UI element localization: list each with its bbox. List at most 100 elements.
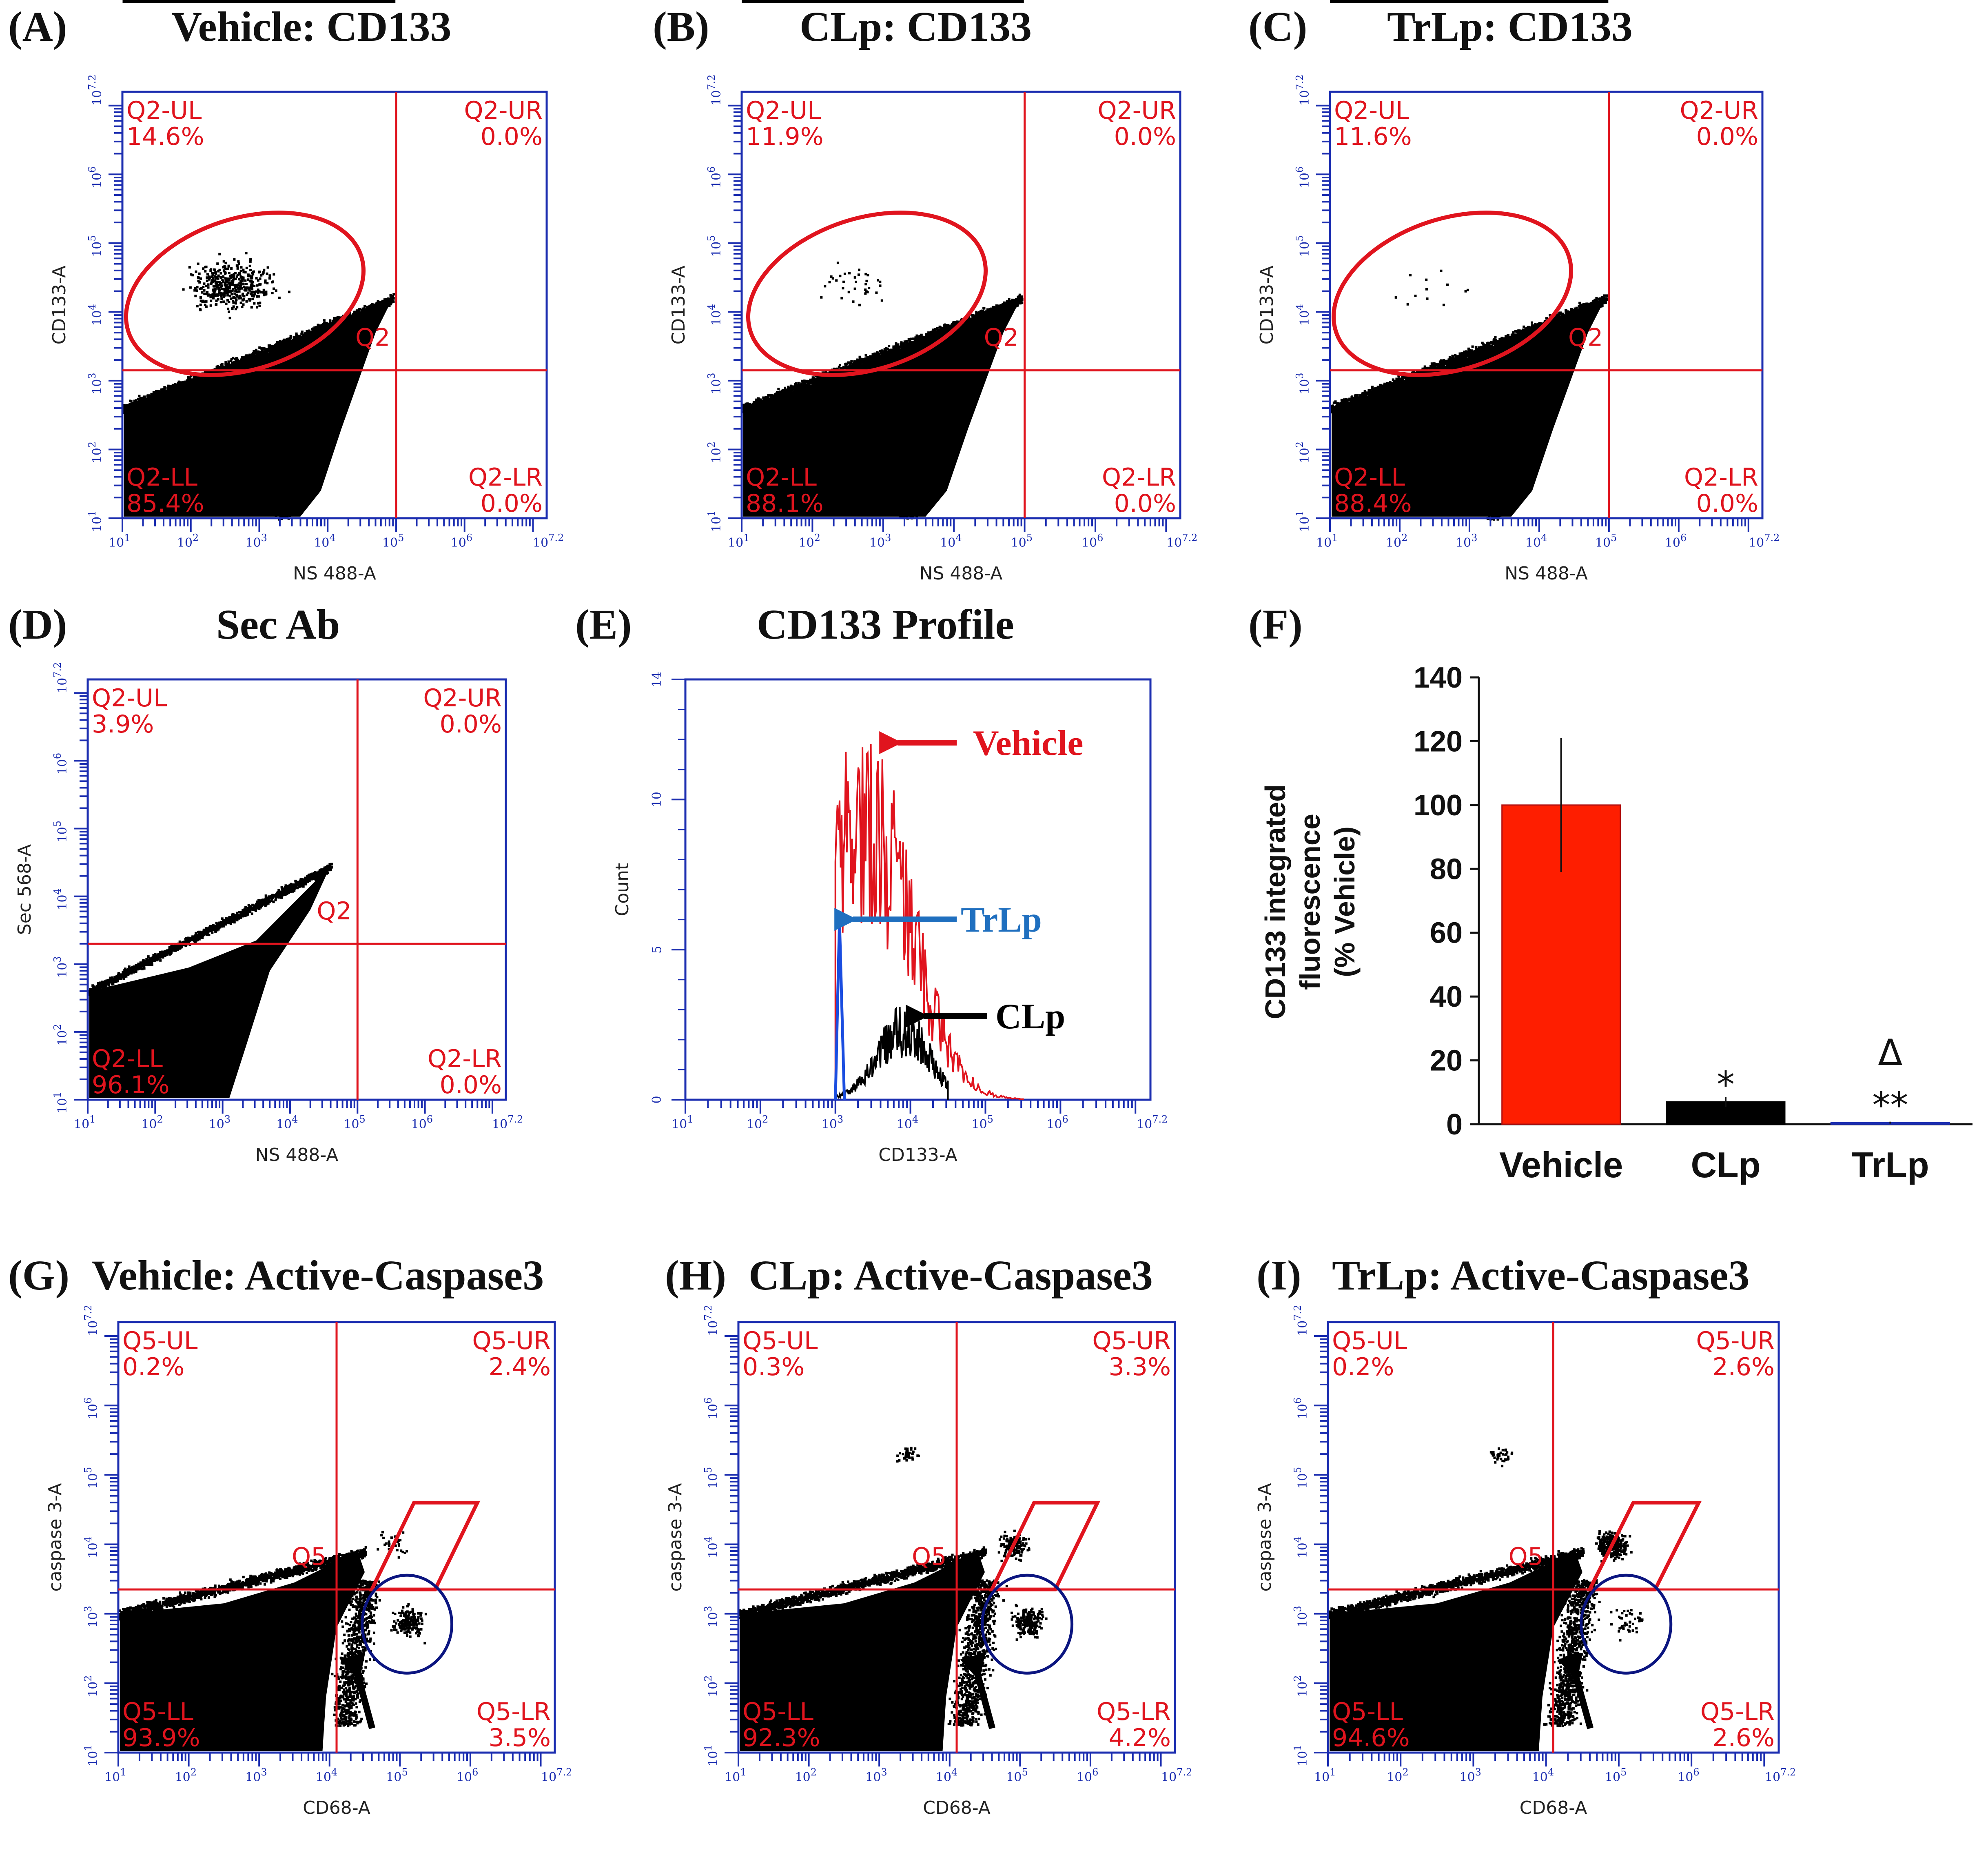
y-tick-exp-H: 1 (703, 1745, 714, 1751)
quadrant-ul-name-G: Q5-UL (122, 1327, 198, 1355)
y-tick-exp-I: 6 (1292, 1398, 1303, 1404)
y-tick-exp-A: 4 (86, 304, 98, 310)
gate-ellipse-C (1332, 211, 1573, 377)
bar-y-tick-label: 140 (1414, 661, 1463, 694)
x-tick-label-E: 107.2 (1137, 1114, 1168, 1132)
edge-fuzz-I (1328, 1547, 1601, 1727)
bar-category-label: Vehicle (1499, 1145, 1623, 1185)
x-tick-label-C: 101 (1316, 532, 1338, 550)
y-tick-exp-H: 5 (703, 1467, 714, 1473)
quadrant-ul-name-A: Q2-UL (126, 96, 202, 125)
y-tick-label-I: 107.2 (1292, 1305, 1310, 1336)
y-tick-exp-A: 2 (86, 442, 98, 448)
y-tick-label-G: 101 (82, 1745, 100, 1766)
quadrant-ll-name-C: Q2-LL (1334, 463, 1405, 492)
x-tick-exp-A: 1 (124, 532, 130, 544)
y-tick-exp-G: 6 (82, 1398, 94, 1404)
x-tick-label-B: 103 (869, 532, 891, 550)
x-tick-exp-A: 4 (329, 532, 335, 544)
y-tick-exp-I: 2 (1292, 1675, 1303, 1681)
y-tick-label-I: 105 (1292, 1467, 1310, 1489)
panel-letter-B: (B) (653, 3, 709, 50)
y-axis-label-I: caspase 3-A (1254, 1483, 1275, 1592)
y-tick-exp-C: 5 (1294, 235, 1305, 241)
y-tick-label-B: 103 (706, 373, 724, 394)
gate-label-B: Q2 (984, 324, 1019, 352)
bar-category-label: TrLp (1851, 1145, 1929, 1185)
y-tick-label-G: 105 (82, 1467, 100, 1489)
quadrant-ll-name-I: Q5-LL (1332, 1698, 1403, 1726)
y-tick-exp-A: 6 (86, 166, 98, 173)
edge-dots-C (1330, 0, 1609, 3)
quadrant-ll-name-B: Q2-LL (746, 463, 817, 492)
y-tick-label-D: 104 (52, 888, 70, 910)
y-tick-exp-C: 4 (1294, 304, 1305, 310)
y-tick-exp-C: 1 (1294, 510, 1305, 517)
bar-clp (1666, 1101, 1786, 1125)
pointer-arrow-I (1558, 1652, 1594, 1729)
bar-category-label: CLp (1691, 1145, 1760, 1185)
x-tick-label-I: 105 (1605, 1766, 1627, 1784)
y-tick-exp-H: 6 (703, 1398, 714, 1404)
x-tick-label-C: 103 (1456, 532, 1477, 550)
x-tick-label-C: 107.2 (1749, 532, 1780, 550)
gate-label-I: Q5 (1509, 1542, 1543, 1571)
gate-parallelogram-I (1587, 1500, 1702, 1591)
y-tick-exp-I: 7.2 (1292, 1305, 1303, 1320)
x-tick-label-I: 104 (1532, 1766, 1554, 1784)
quadrant-ll-name-G: Q5-LL (122, 1698, 193, 1726)
gate-parallelogram-H (989, 1500, 1101, 1591)
quadrant-ll-value-A: 85.4% (126, 489, 204, 518)
quadrant-ur-value-H: 3.3% (1109, 1353, 1171, 1381)
x-tick-label-A: 106 (451, 532, 472, 550)
gate-ellipse-B (746, 211, 988, 377)
x-tick-label-H: 105 (1006, 1766, 1028, 1784)
quadrant-ll-name-D: Q2-LL (92, 1045, 163, 1073)
delta-marker: Δ (1878, 1032, 1902, 1074)
x-tick-label-E: 106 (1046, 1114, 1068, 1132)
gated-dots-B (820, 262, 883, 306)
y-tick-label-I: 103 (1292, 1606, 1310, 1627)
y-tick-exp-I: 3 (1292, 1606, 1303, 1612)
y-tick-exp-H: 7.2 (703, 1305, 714, 1320)
y-tick-label-D: 105 (52, 821, 70, 842)
y-tick-label-H: 106 (703, 1398, 720, 1419)
x-tick-label-D: 104 (276, 1114, 298, 1132)
quadrant-ur-name-H: Q5-UR (1092, 1327, 1171, 1355)
y-tick-label-H: 101 (703, 1745, 720, 1766)
y-tick-label-D: 102 (52, 1024, 70, 1045)
y-tick-label-H: 104 (703, 1536, 720, 1558)
quadrant-lr-name-B: Q2-LR (1102, 463, 1176, 492)
bar-y-tick-label: 60 (1430, 917, 1463, 950)
quadrant-ur-value-I: 2.6% (1713, 1353, 1775, 1381)
quadrant-lr-value-C: 0.0% (1696, 489, 1758, 518)
x-tick-exp-D: 1 (89, 1114, 95, 1125)
bar-y-tick-label: 100 (1414, 789, 1463, 822)
quadrant-lr-name-H: Q5-LR (1097, 1698, 1171, 1726)
x-tick-label-I: 106 (1678, 1766, 1699, 1784)
x-tick-exp-H: 2 (811, 1766, 817, 1778)
x-tick-label-E: 103 (822, 1114, 843, 1132)
density-wedge-I (1330, 1551, 1582, 1751)
panel-title-D: Sec Ab (216, 601, 340, 648)
y-tick-label-A: 104 (86, 304, 104, 326)
x-tick-exp-G: 2 (191, 1766, 197, 1778)
y-tick-exp-A: 3 (86, 373, 98, 379)
y-axis-label-E: Count (612, 863, 633, 917)
quadrant-ur-value-A: 0.0% (481, 122, 543, 151)
y-tick-label-I: 102 (1292, 1675, 1310, 1697)
x-tick-exp-H: 4 (951, 1766, 957, 1778)
x-tick-exp-I: 3 (1475, 1766, 1481, 1778)
y-tick-label-B: 101 (706, 510, 724, 532)
x-tick-label-A: 101 (109, 532, 130, 550)
quadrant-ul-value-H: 0.3% (742, 1353, 805, 1381)
x-tick-exp-H: 3 (881, 1766, 887, 1778)
gated-dots-C (1394, 269, 1469, 306)
bar-y-tick-label: 80 (1430, 853, 1463, 885)
y-tick-label-H: 103 (703, 1606, 720, 1627)
quadrant-ur-value-C: 0.0% (1696, 122, 1758, 151)
histogram-clp (834, 1006, 949, 1100)
panel-letter-D: (D) (8, 601, 67, 648)
quadrant-ur-value-D: 0.0% (440, 710, 502, 739)
y-tick-label-G: 107.2 (82, 1305, 100, 1336)
